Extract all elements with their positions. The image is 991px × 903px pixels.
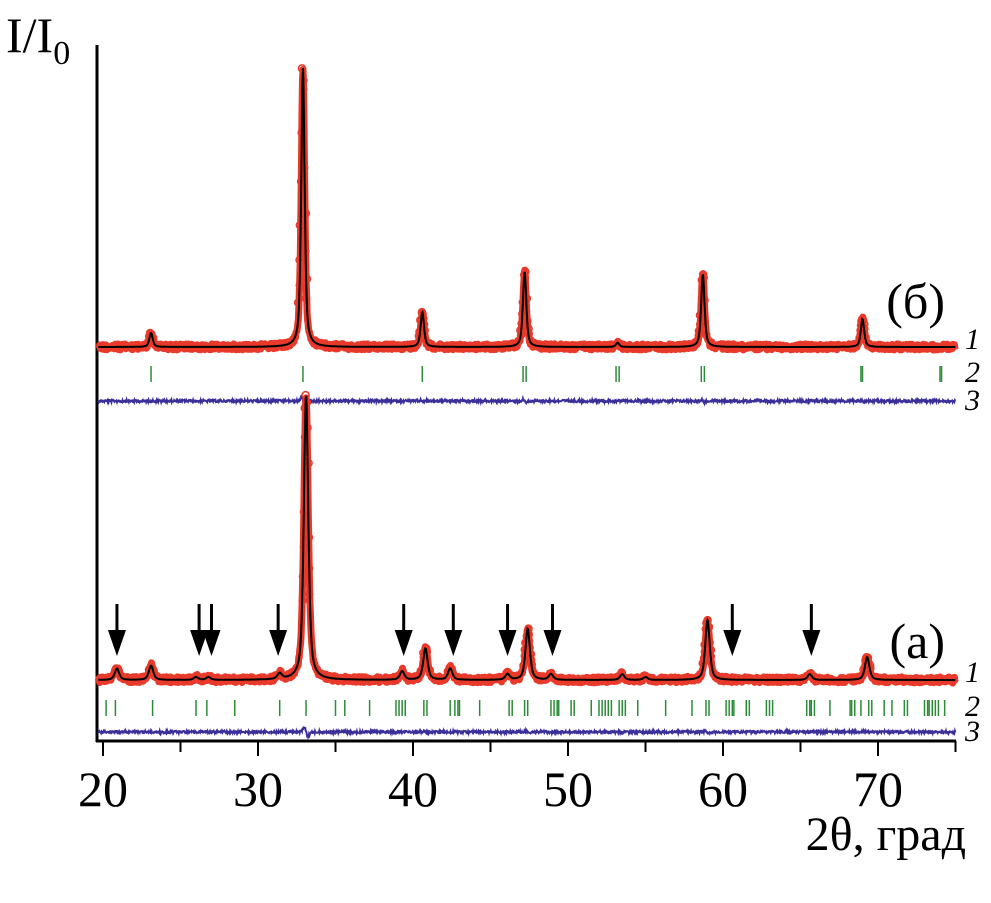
impurity-arrow-head bbox=[269, 630, 288, 656]
series-label-3-a: 3 bbox=[964, 715, 980, 748]
impurity-arrow-head bbox=[394, 630, 413, 656]
x-tick-label: 60 bbox=[698, 761, 748, 817]
x-axis-label: 2θ, град bbox=[806, 808, 966, 861]
x-tick-label: 40 bbox=[388, 761, 438, 817]
pattern-label-a: (a) bbox=[890, 613, 946, 669]
impurity-arrow-head bbox=[202, 630, 221, 656]
observed-point-a bbox=[446, 665, 455, 674]
difference-curve-a bbox=[97, 725, 957, 740]
impurity-arrow-head bbox=[723, 630, 742, 656]
y-axis-label-main: I/I bbox=[6, 7, 53, 63]
x-tick-label: 50 bbox=[543, 761, 593, 817]
series-label-2-a: 2 bbox=[965, 690, 980, 723]
series-label-1-b: 1 bbox=[965, 323, 980, 356]
axes bbox=[95, 45, 956, 743]
impurity-arrow-head bbox=[107, 630, 126, 656]
series-label-1-a: 1 bbox=[965, 656, 980, 689]
pattern-label-b: (б) bbox=[886, 273, 945, 329]
x-tick-label: 30 bbox=[233, 761, 283, 817]
x-tick-label: 20 bbox=[78, 761, 128, 817]
impurity-arrow-head bbox=[444, 630, 463, 656]
x-tick-label: 70 bbox=[853, 761, 903, 817]
impurity-arrow-head bbox=[802, 630, 821, 656]
series-label-2-b: 2 bbox=[965, 356, 980, 389]
impurity-arrow-head bbox=[498, 630, 517, 656]
calculated-profile-a bbox=[98, 395, 956, 681]
impurity-arrow-head bbox=[543, 630, 562, 656]
impurity-arrow-head bbox=[190, 630, 209, 656]
series-label-3-b: 3 bbox=[964, 384, 980, 417]
difference-curve-b bbox=[97, 394, 957, 408]
calculated-profile-b bbox=[98, 67, 956, 348]
y-axis-label: I/I0 bbox=[6, 7, 70, 72]
y-axis-label-subscript: 0 bbox=[53, 35, 70, 72]
